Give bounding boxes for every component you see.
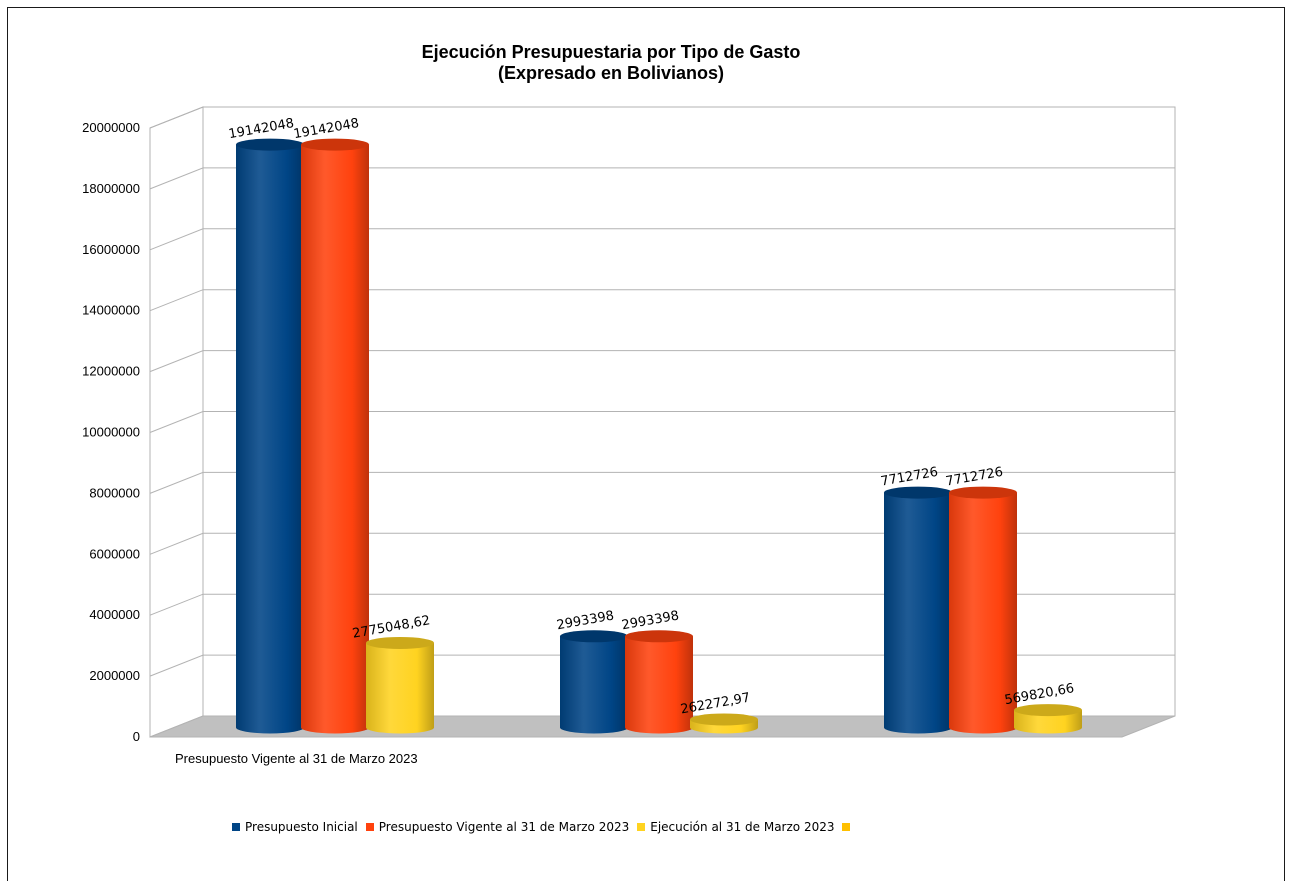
bar <box>236 144 304 734</box>
y-tick-label: 2000000 <box>89 668 140 683</box>
bar <box>560 636 628 734</box>
bar <box>625 636 693 734</box>
gridline <box>149 593 1175 616</box>
bar-top <box>366 636 434 649</box>
chart-subtitle: (Expresado en Bolivianos) <box>497 63 725 83</box>
gridline <box>149 228 1175 251</box>
legend-item <box>842 823 855 831</box>
bar-top <box>236 138 304 151</box>
bar <box>301 144 369 734</box>
y-tick-label: 8000000 <box>89 485 140 500</box>
legend: Presupuesto Inicial Presupuesto Vigente … <box>232 820 863 834</box>
legend-item: Presupuesto Vigente al 31 de Marzo 2023 <box>365 820 630 834</box>
bar-top <box>690 713 758 726</box>
bar-top <box>884 486 952 499</box>
legend-item: Ejecución al 31 de Marzo 2023 <box>637 820 834 834</box>
gridline <box>149 350 1175 373</box>
y-tick-label: 16000000 <box>82 242 140 257</box>
y-tick-label: 6000000 <box>89 546 140 561</box>
bar <box>1014 710 1082 734</box>
bar <box>884 492 952 734</box>
legend-swatch <box>637 823 646 831</box>
legend-label: Presupuesto Vigente al 31 de Marzo 2023 <box>378 820 630 834</box>
bar-top <box>560 630 628 643</box>
bar <box>366 642 434 734</box>
bar-top <box>1014 704 1082 717</box>
legend-swatch <box>365 823 374 831</box>
legend-item: Presupuesto Inicial <box>232 820 358 834</box>
gridline <box>149 532 1175 555</box>
chart-frame <box>7 7 1285 881</box>
legend-swatch-extra <box>842 823 851 831</box>
legend-label: Presupuesto Inicial <box>245 820 358 834</box>
bar-top <box>949 486 1017 499</box>
y-tick-label: 4000000 <box>89 607 140 622</box>
gridline <box>149 654 1175 677</box>
x-category-label: Presupuesto Vigente al 31 de Marzo 2023 <box>175 751 418 766</box>
y-tick-label: 14000000 <box>82 303 140 318</box>
y-tick-label: 0 <box>133 729 140 744</box>
y-tick-label: 18000000 <box>82 181 140 196</box>
chart-title: Ejecución Presupuestaria por Tipo de Gas… <box>421 42 801 62</box>
gridline <box>149 106 1175 129</box>
legend-swatch <box>232 823 240 831</box>
bar-top <box>301 138 369 151</box>
gridline <box>149 471 1175 494</box>
gridline <box>149 411 1175 433</box>
y-tick-label: 10000000 <box>82 425 140 440</box>
y-tick-label: 20000000 <box>82 120 140 135</box>
y-tick-label: 12000000 <box>82 364 140 379</box>
bar <box>949 492 1017 734</box>
bar-top <box>625 630 693 643</box>
gridline <box>149 167 1175 190</box>
gridline <box>149 289 1175 312</box>
legend-label: Ejecución al 31 de Marzo 2023 <box>650 820 835 834</box>
chart-plot: 0 2000000 4000000 6000000 8000000 10000000 120… <box>82 106 1176 766</box>
